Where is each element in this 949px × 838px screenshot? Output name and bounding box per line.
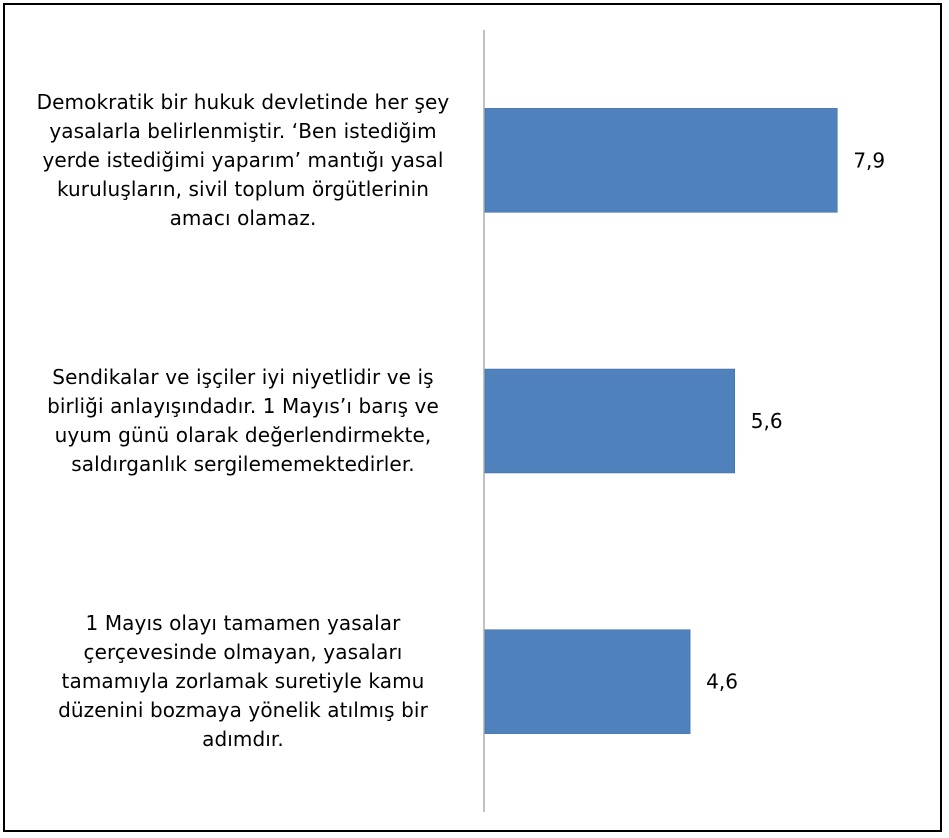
data-label-2: 5,6 xyxy=(751,409,783,433)
category-label-line: birliği anlayışındadır. 1 Mayıs’ı barış … xyxy=(47,394,439,418)
category-label-line: kuruluşların, sivil toplum örgütlerinin xyxy=(56,176,430,201)
category-label-line: amacı olamaz. xyxy=(169,205,317,230)
category-label-1: Demokratik bir hukuk devletinde her şey y… xyxy=(8,88,478,233)
category-label-line: 1 Mayıs olayı tamamen yasalar xyxy=(85,611,401,636)
category-label-line: tamamıyla zorlamak suretiyle kamu xyxy=(61,669,425,694)
category-label-line: adımdır. xyxy=(202,727,284,752)
data-label-3: 4,6 xyxy=(706,670,738,694)
category-label-3: 1 Mayıs olayı tamamen yasalar çerçevesind… xyxy=(8,609,478,754)
category-label-line: yerde istediğimi yaparım’ mantığı yasal xyxy=(42,147,444,172)
bar-2 xyxy=(484,368,736,474)
category-label-line: yasalarla belirlenmiştir. ‘Ben istediğim xyxy=(49,118,437,143)
category-label-line: çerçevesinde olmayan, yasaları xyxy=(83,640,403,665)
category-label-line: uyum günü olarak değerlendirmekte, xyxy=(54,423,432,447)
data-label-1: 7,9 xyxy=(853,148,885,172)
category-label-line: saldırganlık sergilememektedirler. xyxy=(71,452,415,476)
category-label-line: düzenini bozmaya yönelik atılmış bir xyxy=(58,698,428,723)
category-label-line: Sendikalar ve işçiler iyi niyetlidir ve … xyxy=(52,365,434,389)
bar-3 xyxy=(484,629,691,734)
bar-1 xyxy=(484,108,838,213)
category-label-line: Demokratik bir hukuk devletinde her şey xyxy=(36,89,450,114)
category-label-2: Sendikalar ve işçiler iyi niyetlidir ve … xyxy=(8,363,478,479)
